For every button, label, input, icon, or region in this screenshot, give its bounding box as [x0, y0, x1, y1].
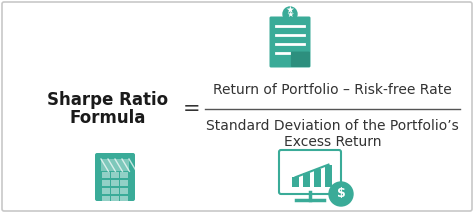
FancyBboxPatch shape — [102, 172, 109, 178]
FancyBboxPatch shape — [102, 188, 109, 194]
Text: ★: ★ — [286, 10, 294, 19]
FancyBboxPatch shape — [270, 16, 310, 68]
FancyBboxPatch shape — [111, 180, 119, 186]
FancyBboxPatch shape — [325, 165, 332, 187]
FancyBboxPatch shape — [120, 196, 128, 202]
Circle shape — [329, 182, 353, 206]
FancyBboxPatch shape — [95, 153, 135, 201]
Text: $: $ — [337, 187, 346, 200]
Text: ★: ★ — [286, 5, 294, 15]
Text: Excess Return: Excess Return — [284, 135, 381, 149]
Text: =: = — [183, 99, 201, 119]
FancyBboxPatch shape — [314, 169, 321, 187]
FancyBboxPatch shape — [111, 188, 119, 194]
Text: Formula: Formula — [70, 109, 146, 127]
FancyBboxPatch shape — [120, 172, 128, 178]
FancyBboxPatch shape — [102, 180, 109, 186]
FancyBboxPatch shape — [120, 188, 128, 194]
Circle shape — [283, 7, 297, 21]
FancyBboxPatch shape — [111, 172, 119, 178]
FancyBboxPatch shape — [120, 180, 128, 186]
Text: Standard Deviation of the Portfolio’s: Standard Deviation of the Portfolio’s — [206, 119, 459, 133]
FancyBboxPatch shape — [101, 159, 129, 171]
FancyBboxPatch shape — [279, 150, 341, 194]
FancyBboxPatch shape — [102, 196, 109, 202]
FancyBboxPatch shape — [111, 196, 119, 202]
FancyBboxPatch shape — [292, 177, 299, 187]
FancyBboxPatch shape — [291, 52, 310, 67]
FancyBboxPatch shape — [303, 173, 310, 187]
FancyBboxPatch shape — [2, 2, 472, 211]
Text: Sharpe Ratio: Sharpe Ratio — [47, 91, 169, 109]
Text: Return of Portfolio – Risk-free Rate: Return of Portfolio – Risk-free Rate — [213, 83, 452, 97]
